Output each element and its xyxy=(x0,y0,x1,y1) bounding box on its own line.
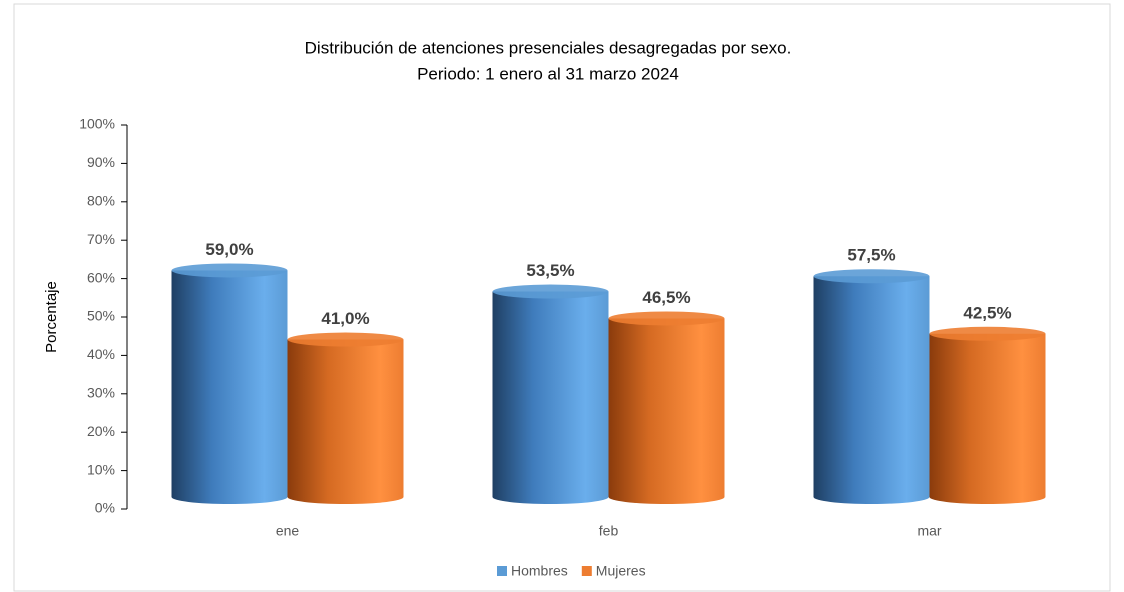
legend-swatch xyxy=(581,566,592,576)
y-tick-label: 20% xyxy=(87,423,115,439)
cylinder-body xyxy=(287,339,404,504)
cylinder-top xyxy=(492,284,609,299)
chart-title: Distribución de atenciones presenciales … xyxy=(305,38,792,57)
bar xyxy=(287,332,404,504)
y-tick-label: 100% xyxy=(79,116,115,132)
chart-border xyxy=(13,3,1111,592)
x-tick-label: mar xyxy=(917,523,941,539)
cylinder-body xyxy=(929,333,1046,504)
legend-label: Hombres xyxy=(511,563,568,579)
y-tick-label: 80% xyxy=(87,193,115,209)
y-axis-label: Porcentaje xyxy=(43,281,60,353)
y-tick-label: 0% xyxy=(95,500,115,516)
bar xyxy=(929,326,1046,504)
legend-label: Mujeres xyxy=(596,563,646,579)
y-tick-label: 70% xyxy=(87,231,115,247)
cylinder-top xyxy=(608,311,725,326)
data-label: 41,0% xyxy=(321,309,369,328)
y-tick-label: 40% xyxy=(87,346,115,362)
bar xyxy=(813,269,930,504)
cylinder-top xyxy=(287,332,404,347)
x-tick-label: ene xyxy=(276,523,300,539)
data-label: 42,5% xyxy=(963,303,1011,322)
cylinder-body xyxy=(171,270,288,504)
cylinder-body xyxy=(813,276,930,504)
cylinder-top xyxy=(813,269,930,284)
y-tick-label: 90% xyxy=(87,154,115,170)
cylinder-top xyxy=(171,263,288,278)
bar xyxy=(608,311,725,504)
legend-swatch xyxy=(497,566,507,576)
y-tick-label: 50% xyxy=(87,308,115,324)
data-label: 53,5% xyxy=(526,261,574,280)
chart-subtitle: Periodo: 1 enero al 31 marzo 2024 xyxy=(417,64,679,83)
y-tick-label: 60% xyxy=(87,269,115,285)
cylinder-top xyxy=(929,326,1046,341)
x-tick-label: feb xyxy=(599,523,619,539)
cylinder-body xyxy=(492,291,609,504)
y-tick-label: 30% xyxy=(87,385,115,401)
data-label: 57,5% xyxy=(847,246,895,265)
bar xyxy=(492,284,609,504)
data-label: 59,0% xyxy=(205,240,253,259)
y-tick-label: 10% xyxy=(87,461,115,477)
bar xyxy=(171,263,288,504)
cylinder-body xyxy=(608,318,725,504)
data-label: 46,5% xyxy=(642,288,690,307)
